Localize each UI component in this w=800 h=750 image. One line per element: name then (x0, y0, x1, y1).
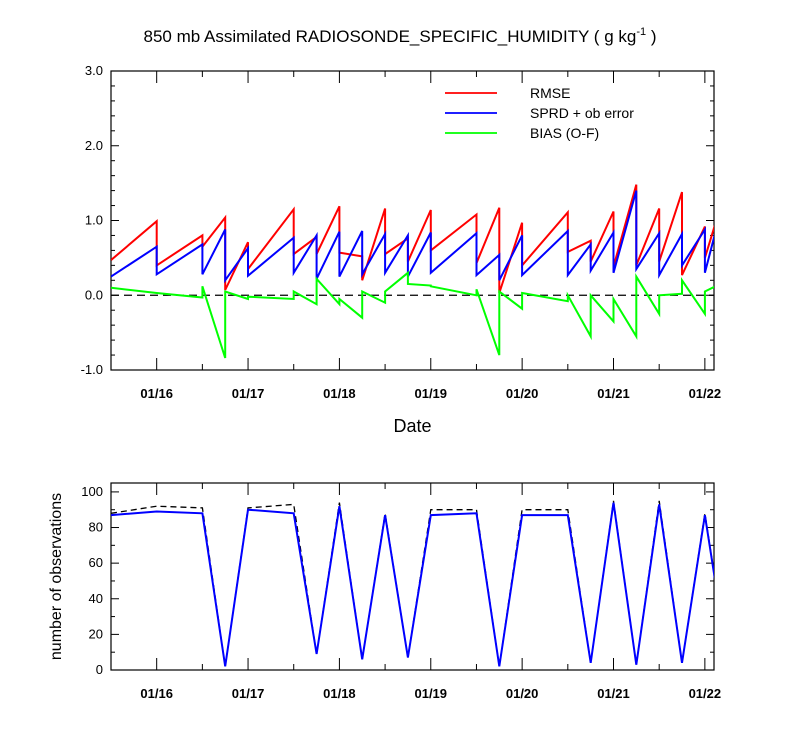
chart-title-main: 850 mb Assimilated RADIOSONDE_SPECIFIC_H… (144, 27, 637, 46)
top-ytick-label: -1.0 (81, 362, 103, 377)
top-x-axis-label: Date (393, 416, 431, 436)
top-ytick-label: 3.0 (85, 63, 103, 78)
legend-sprd-ob-error-label: SPRD + ob error (530, 105, 634, 121)
top-xtick-label: 01/18 (323, 386, 356, 401)
bottom-ytick-label: 20 (89, 626, 103, 641)
top-ytick-label: 1.0 (85, 213, 103, 228)
series-bias-o-f (111, 270, 714, 359)
top-xtick-label: 01/21 (597, 386, 630, 401)
top-xtick-label: 01/20 (506, 386, 539, 401)
bottom-xtick-label: 01/18 (323, 686, 356, 701)
series-rmse (111, 184, 714, 294)
bottom-ytick-label: 80 (89, 520, 103, 535)
bottom-xtick-label: 01/19 (414, 686, 447, 701)
chart-title-end: ) (646, 27, 656, 46)
bottom-ytick-label: 60 (89, 555, 103, 570)
top-xtick-label: 01/16 (140, 386, 173, 401)
top-xtick-label: 01/19 (414, 386, 447, 401)
top-ytick-label: 2.0 (85, 138, 103, 153)
bottom-panel: 0 20 40 60 80 100 01/16 01/17 01/18 01/19 01/20 01/… (48, 482, 722, 701)
bottom-ytick-label: 40 (89, 591, 103, 606)
bottom-y-axis-label: number of observations (48, 493, 65, 660)
chart-title: 850 mb Assimilated RADIOSONDE_SPECIFIC_H… (144, 26, 657, 46)
series-sprd-ob-error (111, 190, 714, 284)
bottom-xtick-label: 01/21 (597, 686, 630, 701)
bottom-xtick-label: 01/22 (689, 686, 722, 701)
top-xtick-label: 01/22 (689, 386, 722, 401)
bottom-xtick-label: 01/17 (232, 686, 265, 701)
top-ytick-label: 0.0 (85, 287, 103, 302)
top-panel: -1.0 0.0 1.0 2.0 3.0 01/16 01/17 01/18 01/19 01/2… (81, 63, 722, 436)
legend-bias-o-f-label: BIAS (O-F) (530, 125, 599, 141)
bottom-series-solid (111, 502, 714, 667)
bottom-xtick-label: 01/16 (140, 686, 173, 701)
chart-title-superscript: -1 (636, 26, 646, 38)
bottom-xtick-label: 01/20 (506, 686, 539, 701)
bottom-ytick-label: 100 (81, 484, 103, 499)
bottom-ytick-label: 0 (96, 662, 103, 677)
top-xtick-label: 01/17 (232, 386, 265, 401)
legend-rmse-label: RMSE (530, 85, 570, 101)
